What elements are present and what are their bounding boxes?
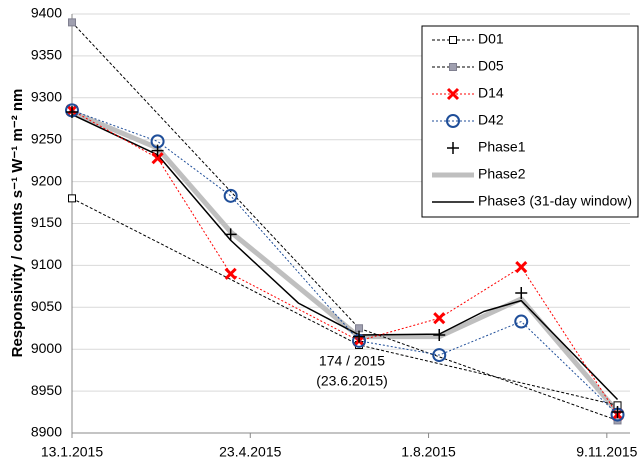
legend: D01 D05 D14 D42 Phase1 Phase2 Phase3 (31-day w… [421, 25, 639, 218]
marker [433, 328, 446, 341]
marker-part [446, 114, 460, 128]
legend-label: D01 [478, 31, 504, 47]
legend-label: Phase2 [478, 166, 526, 182]
marker-part [224, 267, 237, 280]
marker-part [151, 144, 164, 157]
annotation: (23.6.2015) [316, 373, 388, 389]
legend-label: Phase3 (31-day window) [478, 193, 632, 209]
marker-part [224, 228, 237, 241]
marker [611, 406, 624, 419]
legend-label: D05 [478, 58, 504, 74]
marker [66, 106, 78, 119]
y-tick-label: 9150 [31, 214, 62, 230]
marker-part [66, 106, 78, 119]
legend-label: Phase1 [478, 139, 526, 155]
marker-part [151, 152, 164, 165]
legend-label: D42 [478, 112, 504, 128]
marker-part [611, 406, 624, 419]
marker-part [433, 312, 446, 325]
marker-part [449, 63, 457, 71]
y-tick-label: 9250 [31, 130, 62, 146]
y-tick-label: 9050 [31, 298, 62, 314]
x-tick-label: 23.4.2015 [219, 444, 281, 460]
marker-part [433, 328, 446, 341]
marker-part [447, 142, 459, 154]
x-tick-label: 1.8.2015 [401, 444, 456, 460]
y-tick-label: 9100 [31, 256, 62, 272]
y-tick-label: 9300 [31, 89, 62, 105]
y-tick-label: 9200 [31, 172, 62, 188]
marker [151, 144, 164, 157]
series-line [71, 22, 618, 421]
y-tick-label: 9400 [31, 5, 62, 21]
marker-part [223, 188, 238, 203]
marker-part [449, 36, 457, 44]
marker-part [514, 314, 529, 329]
marker [514, 314, 529, 329]
marker [432, 348, 447, 363]
y-axis-label: Responsivity / counts s⁻¹ W⁻¹ m⁻² nm [9, 89, 26, 358]
marker-part [446, 87, 460, 101]
legend-label: D14 [478, 85, 504, 101]
marker [151, 152, 164, 165]
marker-part [515, 261, 528, 274]
x-tick-label: 9.11.2015 [576, 444, 637, 460]
legend-box [421, 25, 639, 218]
marker-part [353, 330, 366, 343]
marker-part [68, 194, 76, 203]
marker-part [68, 18, 76, 27]
marker [447, 142, 459, 154]
marker [353, 330, 366, 343]
marker [446, 87, 460, 101]
x-tick-label: 13.1.2015 [41, 444, 103, 460]
marker [68, 194, 76, 203]
marker [224, 228, 237, 241]
marker [449, 36, 457, 44]
y-tick-label: 9350 [31, 47, 62, 63]
y-tick-label: 9000 [31, 340, 62, 356]
y-tick-label: 8900 [31, 424, 62, 440]
marker [446, 114, 460, 128]
marker [515, 287, 528, 300]
series-line [71, 109, 618, 415]
marker-part [432, 348, 447, 363]
marker [68, 18, 76, 27]
marker [449, 63, 457, 71]
marker [223, 188, 238, 203]
y-tick-label: 8950 [31, 382, 62, 398]
marker [515, 261, 528, 274]
annotation: 174 / 2015 [319, 353, 385, 369]
marker [224, 267, 237, 280]
marker [433, 312, 446, 325]
marker-part [515, 287, 528, 300]
